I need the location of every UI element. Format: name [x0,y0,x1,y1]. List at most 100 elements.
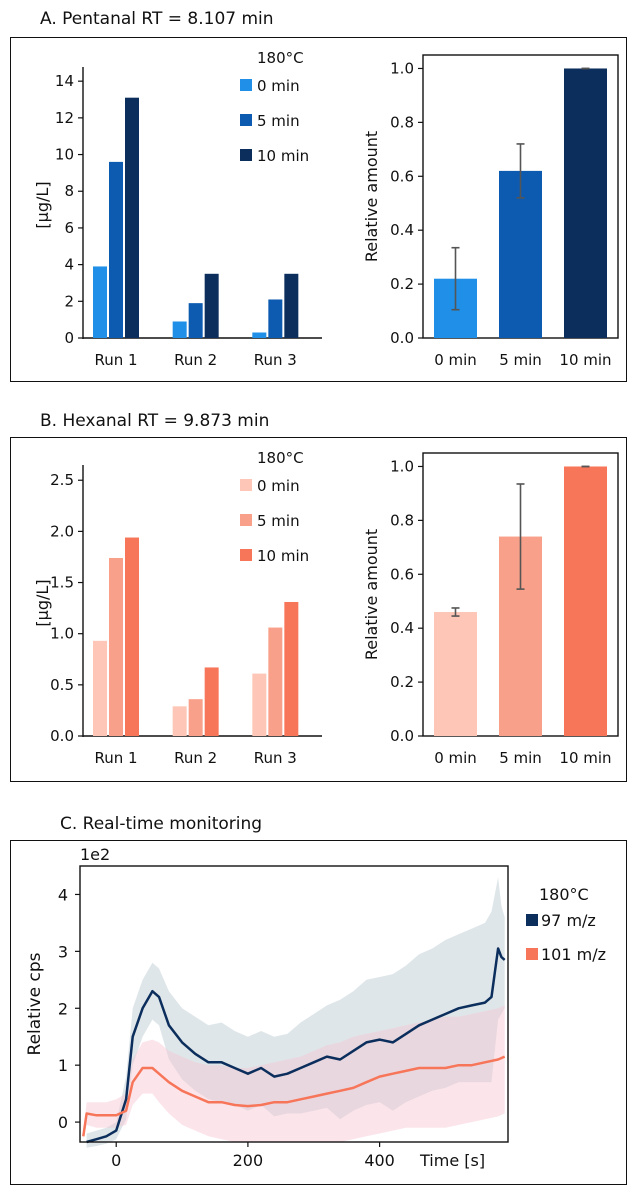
legend-swatch [240,79,252,91]
y-tick-label: 14 [55,72,74,90]
y-tick-label: 0.0 [50,727,74,745]
legend-label: 101 m/z [541,945,606,964]
x-tick-label: 5 min [499,351,542,369]
bar-0-min [252,673,267,736]
bar-0-min [172,321,187,338]
x-tick-label: Run 2 [174,351,217,369]
y-tick-label: 4 [64,256,74,274]
bar-10-min [125,97,139,338]
bar-5-min [499,170,542,338]
y-tick-label: 10 [55,146,74,164]
y-tick-label: 1.0 [50,625,74,643]
x-tick-label: Run 1 [94,351,137,369]
y-tick-label: 0.4 [390,619,414,637]
y-tick-label: 8 [64,182,74,200]
y-tick-label: 12 [55,109,74,127]
x-tick-label: 5 min [499,749,542,767]
plot-frame [79,865,509,1143]
bar-0-min [434,612,477,736]
bar-10-min [204,667,219,736]
bar-5-min [188,699,203,736]
y-tick-label: 3 [58,942,68,961]
x-tick-label: Run 1 [94,749,137,767]
y-tick-label: 0 [64,329,74,347]
bar-0-min [93,640,107,736]
y-tick-label: 6 [64,219,74,237]
line-101-m-z [82,1055,506,1137]
y-tick-label: 4 [58,885,68,904]
legend-label: 10 min [257,147,309,165]
y-tick-label: 1 [58,1056,68,1075]
legend-swatch [240,549,252,561]
legend-label: 5 min [257,112,300,130]
bar-5-min [268,627,283,736]
bar-5-min [188,303,203,338]
legend-swatch [240,479,252,491]
bar-5-min [109,557,123,736]
legend-swatch [526,914,538,926]
bar-10-min [204,273,219,338]
x-tick-label: Run 3 [254,749,297,767]
x-tick-label: Run 2 [174,749,217,767]
x-tick-label: 10 min [559,749,611,767]
y-tick-label: 0.2 [390,275,414,293]
y-tick-label: 0.6 [390,565,414,583]
x-tick-label: 0 [111,1151,121,1170]
y-tick-label: 0.0 [390,727,414,745]
bar-10-min [284,601,299,736]
legend-swatch [526,948,538,960]
x-tick-label: 0 min [434,749,477,767]
legend-label: 0 min [257,477,300,495]
band-97-m-z [86,877,505,1148]
bar-10-min [564,68,607,338]
y-tick-label: 0.8 [390,113,414,131]
y-tick-label: 0.6 [390,167,414,185]
legend-label: 97 m/z [541,911,596,930]
y-tick-label: 1.0 [390,457,414,475]
bar-5-min [109,161,123,338]
y-tick-label: 2.5 [50,471,74,489]
bar-10-min [125,537,139,736]
y-tick-label: 0.8 [390,511,414,529]
bar-0-min [93,266,107,338]
x-axis-label: Time [s] [419,1151,485,1170]
y-tick-label: 1.0 [390,59,414,77]
bar-10-min [564,466,607,736]
panel-a-title: A. Pentanal RT = 8.107 min [40,9,274,29]
x-tick-label: 400 [364,1151,395,1170]
y-tick-label: 2.0 [50,522,74,540]
y-axis-label: Relative amount [362,529,381,660]
axis-offset-label: 1e2 [80,845,110,864]
y-tick-label: 0.0 [390,329,414,347]
legend-label: 0 min [257,77,300,95]
line-97-m-z [86,947,506,1144]
y-tick-label: 0.4 [390,221,414,239]
y-axis-label: Relative amount [362,131,381,262]
y-tick-label: 2 [64,292,74,310]
legend-label: 10 min [257,547,309,565]
y-axis-label: Relative cps [25,952,45,1055]
legend-title: 180°C [257,49,304,67]
bar-5-min [268,299,283,338]
legend-swatch [240,514,252,526]
y-tick-label: 0.2 [390,673,414,691]
legend-swatch [240,149,252,161]
x-tick-label: 200 [233,1151,264,1170]
bar-10-min [284,273,299,338]
legend-title: 180°C [257,449,304,467]
legend-swatch [240,114,252,126]
x-tick-label: 0 min [434,351,477,369]
y-tick-label: 0.5 [50,676,74,694]
legend-title: 180°C [539,885,589,904]
panel-b-title: B. Hexanal RT = 9.873 min [40,411,270,431]
y-tick-label: 1.5 [50,574,74,592]
bar-0-min [172,706,187,736]
x-tick-label: Run 3 [254,351,297,369]
bar-0-min [252,332,267,338]
x-tick-label: 10 min [559,351,611,369]
